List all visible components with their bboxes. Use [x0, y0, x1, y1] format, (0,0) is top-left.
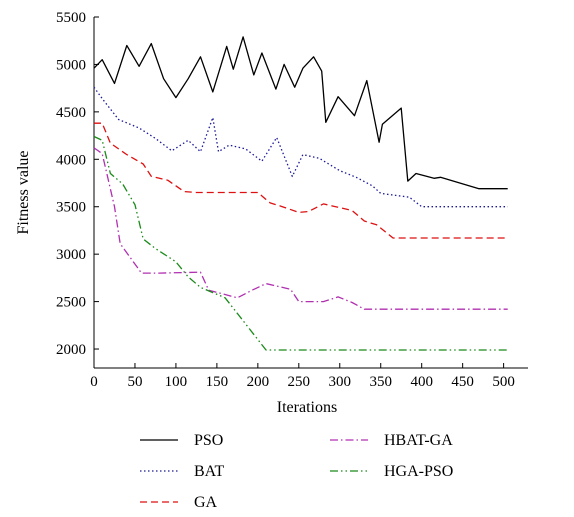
x-tick-label: 150 — [206, 374, 229, 390]
y-tick-label: 3500 — [56, 200, 86, 216]
x-tick-label: 250 — [288, 374, 311, 390]
x-axis-label: Iterations — [277, 399, 337, 416]
y-tick-label: 5000 — [56, 57, 86, 73]
legend-item-pso: PSO — [140, 432, 223, 449]
series-lines — [93, 36, 508, 351]
legend-item-hga-pso: HGA-PSO — [330, 463, 453, 480]
legend-label: PSO — [194, 432, 223, 449]
series-line-pso — [93, 36, 508, 190]
series-line-hga-pso — [93, 135, 508, 351]
x-tick-label: 200 — [247, 374, 270, 390]
x-tick-label: 50 — [127, 374, 142, 390]
x-tick-label: 0 — [90, 374, 98, 390]
legend-item-ga: GA — [140, 494, 218, 511]
y-tick-label: 2500 — [56, 295, 86, 311]
x-tick-label: 350 — [369, 374, 392, 390]
y-tick-label: 4000 — [56, 152, 86, 168]
x-tick-label: 100 — [165, 374, 188, 390]
legend-label: HBAT-GA — [384, 432, 453, 449]
legend-label: HGA-PSO — [384, 463, 453, 480]
y-tick-label: 4500 — [56, 105, 86, 121]
x-tick-label: 400 — [410, 374, 433, 390]
x-tick-label: 500 — [492, 374, 515, 390]
legend-item-hbat-ga: HBAT-GA — [330, 432, 453, 449]
legend-label: BAT — [194, 463, 224, 480]
y-tick-label: 2000 — [56, 342, 86, 358]
axes — [93, 17, 528, 369]
y-axis-ticks: 2000 2500 3000 3500 4000 4500 5000 5500 — [56, 10, 99, 358]
x-tick-label: 450 — [451, 374, 474, 390]
legend-item-bat: BAT — [140, 463, 224, 480]
legend: PSO BAT GA HBAT-GA HGA-PSO — [140, 432, 453, 511]
y-tick-label: 3000 — [56, 247, 86, 263]
series-line-ga — [94, 122, 508, 239]
legend-label: GA — [194, 494, 218, 511]
series-line-hbat-ga — [93, 147, 508, 310]
series-line-bat — [93, 86, 508, 208]
x-axis-ticks: 0 50 100 150 200 250 300 350 400 450 500 — [90, 363, 515, 390]
y-axis-label: Fitness value — [15, 151, 32, 235]
x-tick-label: 300 — [329, 374, 352, 390]
y-tick-label: 5500 — [56, 10, 86, 26]
